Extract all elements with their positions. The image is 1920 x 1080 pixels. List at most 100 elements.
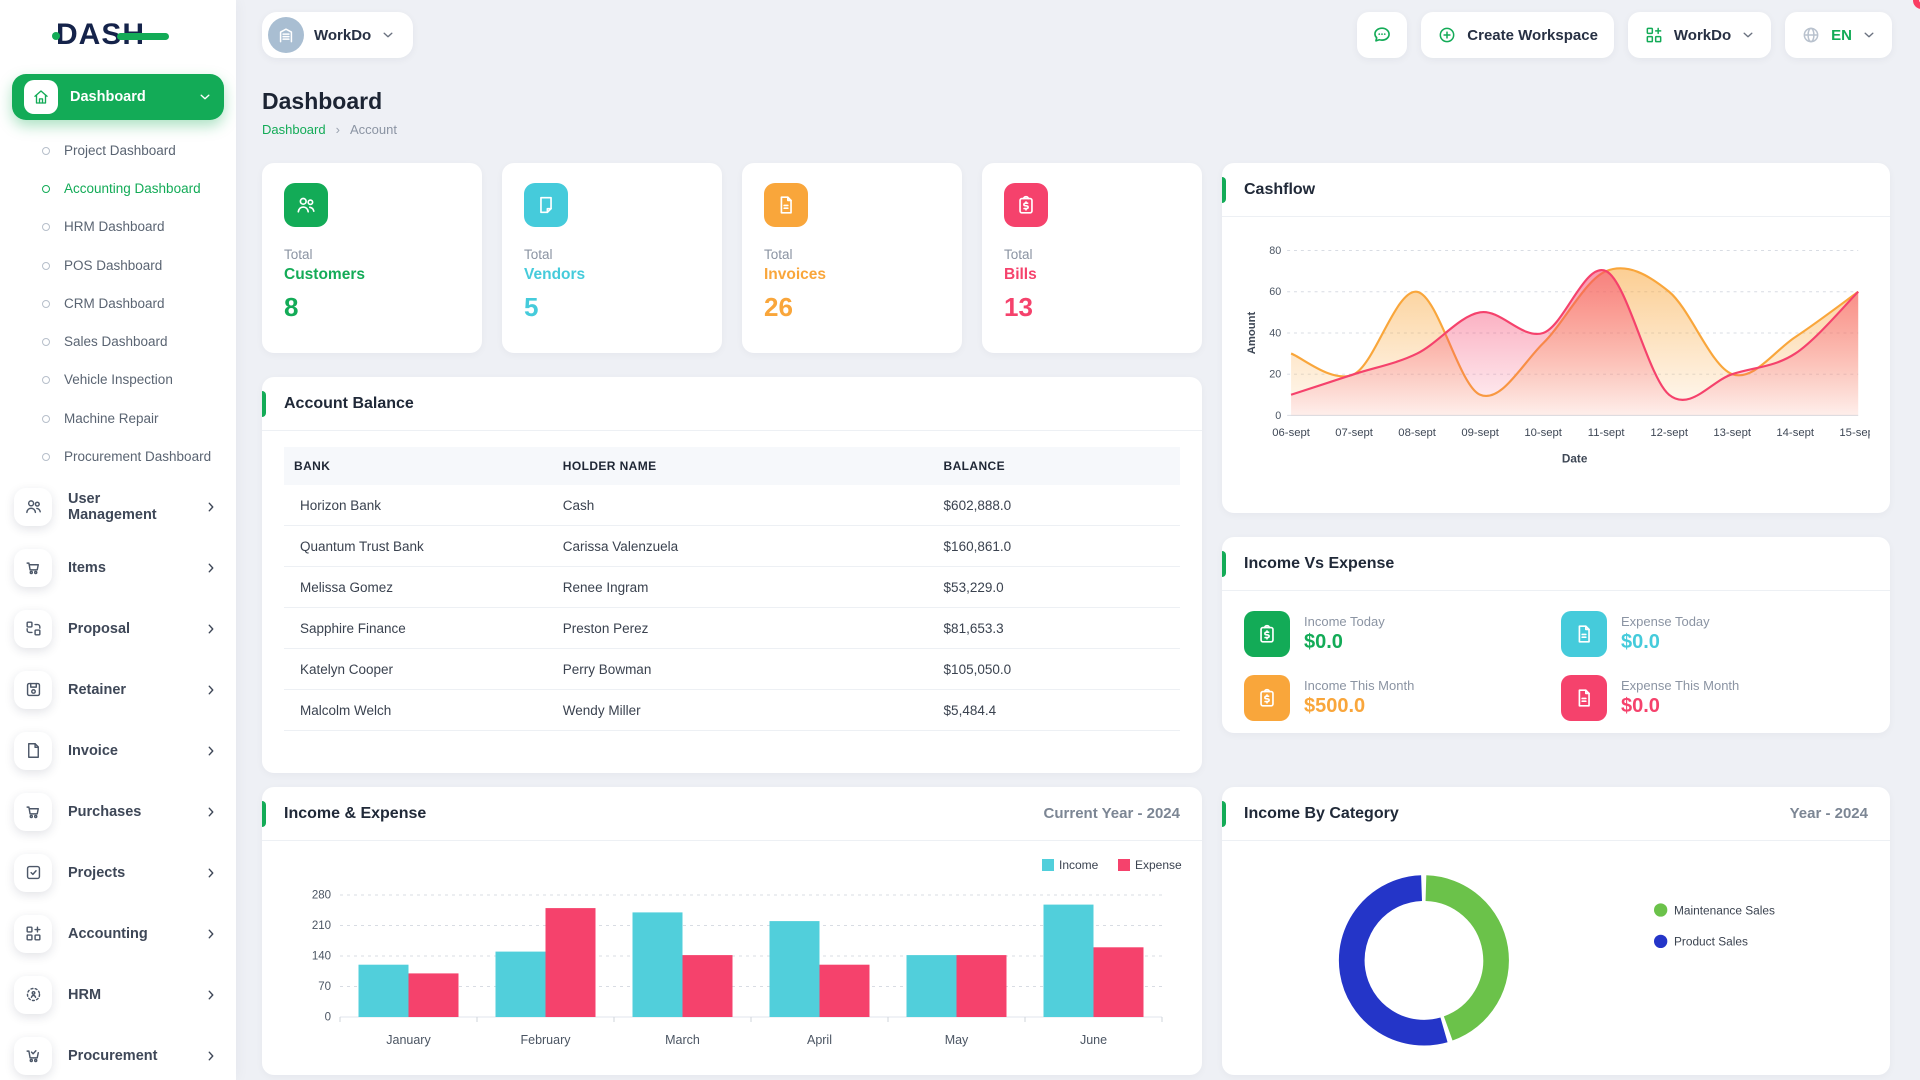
svg-text:14-sept: 14-sept — [1776, 427, 1814, 439]
income-vs-expense-panel: Income Vs Expense Income Today $0.0 — [1222, 537, 1890, 733]
cell-balance: $53,229.0 — [933, 566, 1180, 608]
sidebar-item[interactable]: User Management — [0, 482, 236, 532]
chevron-down-icon — [1741, 28, 1755, 42]
messages-button[interactable]: 0 — [1357, 0, 1920, 58]
chevron-right-icon — [204, 683, 218, 697]
sidebar-subitem[interactable]: Vehicle Inspection — [0, 361, 236, 399]
sidebar-subitem[interactable]: POS Dashboard — [0, 247, 236, 285]
create-workspace-label: Create Workspace — [1467, 26, 1598, 44]
file-icon — [14, 731, 52, 770]
breadcrumb-link[interactable]: Dashboard — [262, 122, 326, 137]
sidebar-item-label: Accounting — [68, 925, 148, 942]
messages-badge: 0 — [1913, 0, 1920, 9]
svg-text:January: January — [386, 1033, 431, 1047]
building-icon — [276, 25, 296, 45]
bullet-icon — [42, 261, 50, 270]
sidebar-item[interactable]: Retainer — [0, 665, 236, 715]
sidebar-subitem[interactable]: Machine Repair — [0, 400, 236, 438]
svg-text:10-sept: 10-sept — [1524, 427, 1562, 439]
panel-title: Income Vs Expense — [1244, 554, 1395, 572]
sidebar-item[interactable]: Projects — [0, 848, 236, 898]
cell-balance: $81,653.3 — [933, 607, 1180, 649]
workspace-switcher[interactable]: WorkDo — [262, 12, 414, 58]
income-expense-chart: 0 70 140 210 280 January February March April May… — [312, 858, 1182, 1047]
topbar: WorkDo 0 Create Workspace WorkDo EN — [262, 0, 1920, 58]
bullet-icon — [42, 452, 50, 461]
sidebar-item[interactable]: Procurement — [0, 1031, 236, 1080]
panel-header: Income By Category Year - 2024 — [1222, 787, 1890, 841]
panel-title: Cashflow — [1244, 180, 1316, 198]
sidebar-subitem[interactable]: Procurement Dashboard — [0, 438, 236, 476]
chevron-right-icon — [204, 744, 218, 758]
receipt-icon — [1573, 687, 1595, 709]
workdo-menu[interactable]: WorkDo — [1627, 12, 1772, 58]
plus-circle-icon — [1437, 25, 1457, 45]
globe-icon — [1801, 25, 1821, 45]
sidebar-subitem-label: HRM Dashboard — [64, 219, 165, 235]
svg-text:08-sept: 08-sept — [1398, 427, 1436, 439]
table-row: Quantum Trust Bank Carissa Valenzuela $1… — [284, 525, 1180, 567]
sidebar-item-label: Proposal — [68, 620, 131, 637]
create-workspace-button[interactable]: Create Workspace — [1421, 12, 1614, 58]
svg-text:280: 280 — [312, 890, 331, 902]
checkbox-icon — [14, 853, 52, 892]
bullet-icon — [42, 147, 50, 155]
svg-text:06-sept: 06-sept — [1272, 427, 1310, 439]
sidebar-item-label: Procurement — [68, 1047, 158, 1064]
sidebar-subitem-label: POS Dashboard — [64, 257, 163, 273]
sidebar-item[interactable]: Purchases — [0, 787, 236, 837]
stat-icon-tile — [764, 183, 808, 227]
chevron-down-icon — [198, 90, 212, 104]
sidebar-subitem[interactable]: Sales Dashboard — [0, 323, 236, 361]
sidebar-item[interactable]: Items — [0, 543, 236, 593]
sidebar-subitem[interactable]: Accounting Dashboard — [0, 170, 236, 208]
bullet-icon — [42, 414, 50, 423]
language-menu[interactable]: EN — [1785, 12, 1892, 58]
bullet-icon — [42, 338, 50, 347]
panel-title: Income By Category — [1244, 804, 1399, 822]
stat-card: Total Invoices 26 — [742, 163, 962, 353]
sidebar-subnav: Project Dashboard Accounting Dashboard H… — [0, 132, 236, 476]
sidebar-nav: User Management Items Proposal Retainer — [0, 482, 236, 1080]
svg-text:0: 0 — [325, 1012, 331, 1024]
save-icon — [14, 670, 52, 709]
stat-label: Expense This Month — [1621, 678, 1740, 693]
chevron-right-icon — [204, 561, 218, 575]
stat-card: Total Customers 8 — [262, 163, 482, 353]
stat-card: Total Vendors 5 — [502, 163, 722, 353]
sidebar-item[interactable]: Accounting — [0, 909, 236, 959]
logo-dot-icon — [52, 32, 60, 40]
left-column: Total Customers 8 Total Vendors 5 Total — [262, 163, 1202, 1075]
sidebar-item-label: Retainer — [68, 681, 127, 698]
sidebar-item-label: Invoice — [68, 742, 118, 759]
summary-stat: Income This Month $500.0 — [1244, 675, 1551, 721]
cell-bank: Malcolm Welch — [284, 689, 553, 731]
swap-grid-icon — [14, 609, 52, 648]
stat-label: Bills — [1004, 266, 1037, 283]
chart-area: 0 70 140 210 280 January February March April May… — [262, 841, 1202, 1071]
column-header: BALANCE — [943, 459, 1006, 473]
cell-bank: Katelyn Cooper — [284, 648, 553, 690]
chevron-right-icon — [204, 1049, 218, 1063]
cell-holder: Cash — [552, 485, 934, 526]
bullet-icon — [42, 223, 50, 232]
sidebar-subitem[interactable]: HRM Dashboard — [0, 208, 236, 246]
sidebar-item-dashboard[interactable]: Dashboard — [12, 74, 224, 120]
stat-icon-tile — [1244, 675, 1290, 721]
svg-text:210: 210 — [312, 920, 331, 932]
hrm-icon — [14, 975, 52, 1014]
receipt-icon — [1573, 623, 1595, 645]
cell-holder: Preston Perez — [552, 607, 934, 649]
cell-bank: Horizon Bank — [284, 485, 553, 526]
cashflow-chart: 0 20 40 60 80 06-sept 07-sept 08-sept 09-sept 10-… — [1246, 245, 1870, 466]
sidebar-item[interactable]: HRM — [0, 970, 236, 1020]
panel-title: Account Balance — [284, 394, 414, 412]
sidebar-item[interactable]: Proposal — [0, 604, 236, 654]
sidebar-subitem[interactable]: CRM Dashboard — [0, 285, 236, 323]
sidebar-item[interactable]: Invoice — [0, 726, 236, 776]
stat-value: $0.0 — [1621, 695, 1660, 717]
bullet-icon — [42, 185, 50, 194]
sidebar-subitem-label: CRM Dashboard — [64, 295, 165, 311]
sidebar-subitem[interactable]: Project Dashboard — [0, 132, 236, 170]
receipt-icon — [775, 194, 797, 216]
